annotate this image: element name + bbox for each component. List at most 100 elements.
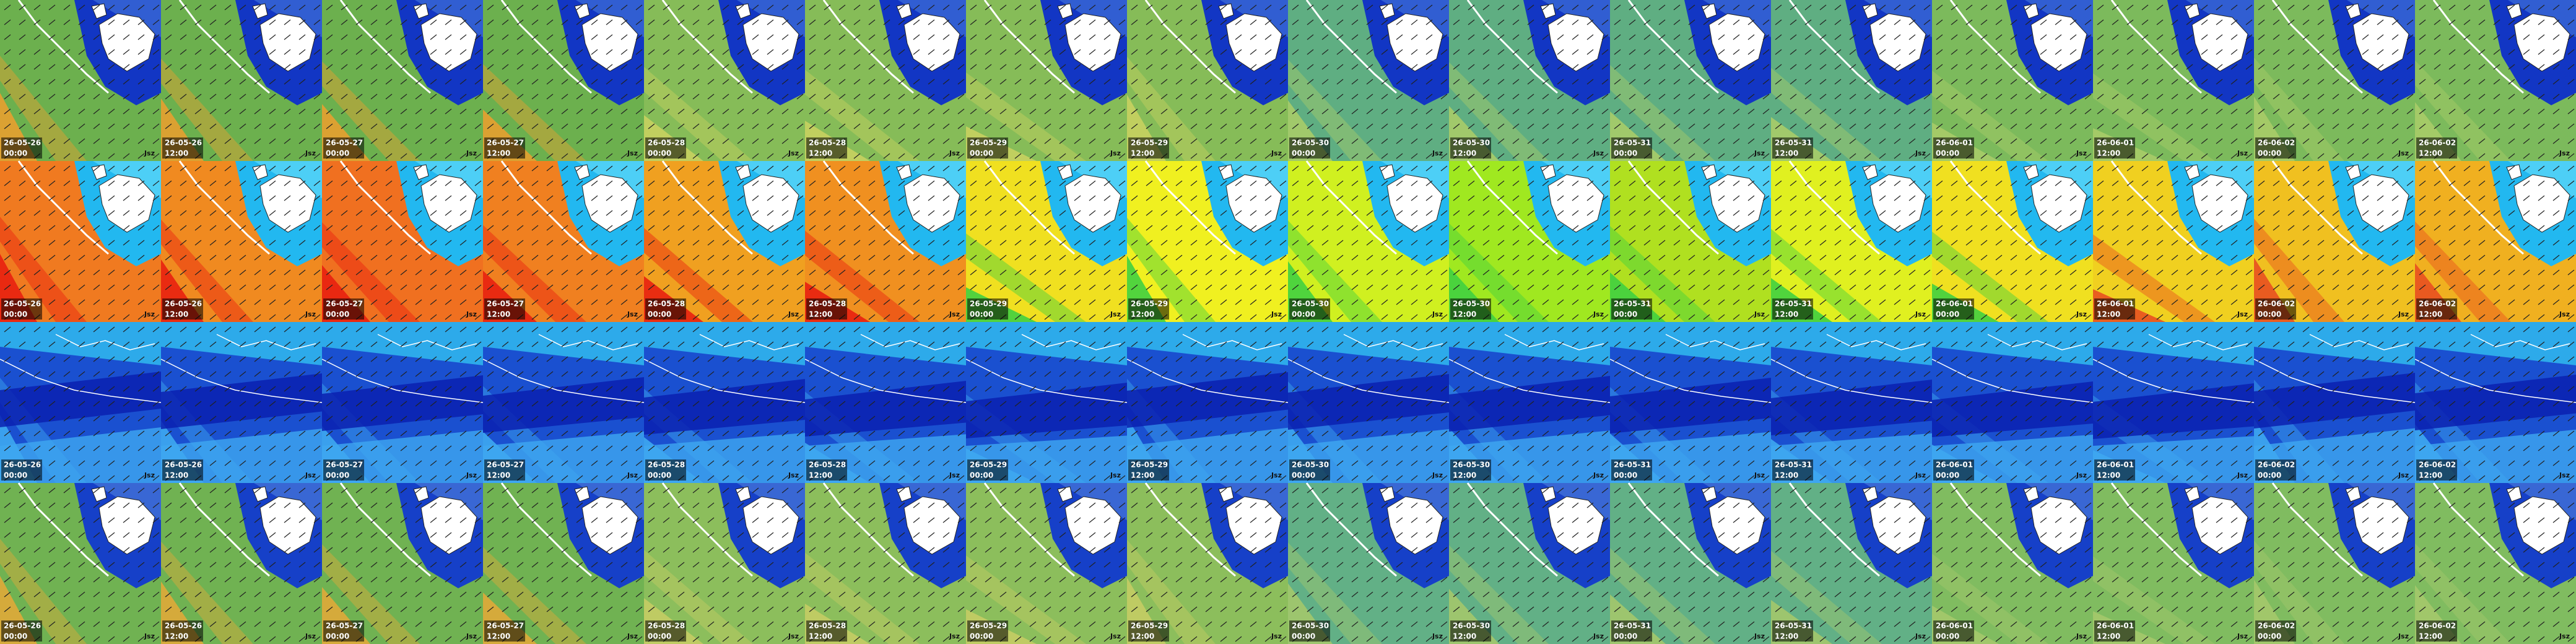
wind-arrow <box>1411 64 1418 70</box>
tile-logo: Jsz <box>2237 149 2248 157</box>
island <box>1064 174 1121 233</box>
wind-arrow <box>1235 284 1242 290</box>
wind-arrow <box>942 153 950 159</box>
wind-arrow <box>415 180 422 186</box>
wind-arrow <box>1658 34 1666 40</box>
island <box>252 164 268 180</box>
wind-arrow <box>2302 94 2310 100</box>
wind-arrow <box>883 4 890 11</box>
wind-arrow <box>1279 79 1287 85</box>
wind-arrow <box>561 255 568 261</box>
wind-arrow <box>985 195 992 201</box>
wind-arrow <box>1190 138 1198 144</box>
wind-arrow <box>985 19 992 25</box>
wind-arrow <box>2523 4 2530 11</box>
wind-arrow <box>1146 284 1153 290</box>
wind-arrow <box>767 210 774 216</box>
wind-arrow <box>853 240 861 246</box>
wind-arrow <box>123 284 130 290</box>
wind-arrow <box>677 108 685 115</box>
wind-arrow <box>137 284 145 290</box>
wind-arrow <box>692 108 700 115</box>
wind-arrow <box>2040 64 2047 70</box>
wind-arrow <box>957 210 965 216</box>
island <box>1547 13 1604 72</box>
wind-arrow <box>606 4 613 11</box>
wind-arrow <box>620 123 628 129</box>
wind-arrow <box>1411 314 1418 320</box>
wind-arrow <box>2332 94 2339 100</box>
wind-arrow <box>824 49 831 55</box>
wind-arrow <box>224 4 232 11</box>
wind-arrow <box>1103 255 1111 261</box>
wind-arrow <box>516 284 524 290</box>
wind-arrow <box>796 49 804 55</box>
wind-arrow <box>209 79 217 85</box>
wind-arrow <box>400 49 407 55</box>
wind-arrow <box>1819 153 1827 159</box>
wind-arrow <box>1220 165 1227 172</box>
island <box>1862 3 1878 19</box>
wind-arrow <box>1733 4 1740 11</box>
wind-arrow <box>853 79 861 85</box>
tile-time: 00:00 <box>1292 310 1315 319</box>
wind-arrow <box>767 284 774 290</box>
wind-arrow <box>1923 94 1931 100</box>
wind-arrow <box>137 138 145 144</box>
wind-arrow <box>48 49 56 55</box>
wind-arrow <box>1146 34 1153 40</box>
wind-arrow <box>1131 284 1138 290</box>
wind-arrow <box>254 153 261 159</box>
wind-arrow <box>165 79 172 85</box>
wind-arrow <box>1307 180 1314 186</box>
wind-arrow <box>1468 64 1475 70</box>
wind-arrow <box>957 64 965 70</box>
wind-arrow <box>1220 94 1227 100</box>
wind-arrow <box>400 153 407 159</box>
island <box>2345 3 2361 19</box>
wind-arrow <box>970 165 977 172</box>
wind-arrow <box>284 123 291 129</box>
tile-time: 00:00 <box>326 310 349 319</box>
tile-time: 00:00 <box>1292 149 1315 158</box>
wind-arrow <box>1482 34 1490 40</box>
wind-arrow <box>445 34 452 40</box>
wind-arrow <box>2493 34 2500 40</box>
wind-arrow <box>692 240 700 246</box>
wind-arrow <box>2287 34 2295 40</box>
wind-arrow <box>1572 79 1579 85</box>
wind-arrow <box>19 269 26 276</box>
wind-arrow <box>824 19 831 25</box>
wind-arrow <box>1894 64 1901 70</box>
wind-arrow <box>474 240 482 246</box>
wind-arrow <box>1381 195 1388 201</box>
wind-arrow <box>531 165 539 172</box>
wind-arrow <box>883 299 890 305</box>
field-band <box>1932 71 2048 161</box>
wind-arrow <box>1923 64 1931 70</box>
wind-arrow <box>883 225 890 231</box>
wind-arrow <box>1292 180 1299 186</box>
wind-arrow <box>194 225 202 231</box>
wind-arrow <box>2084 34 2092 40</box>
wind-arrow <box>2156 79 2164 85</box>
wind-arrow <box>239 64 246 70</box>
wind-arrow <box>1834 138 1842 144</box>
wind-arrow <box>93 19 100 25</box>
wind-arrow <box>1586 19 1594 25</box>
wind-arrow <box>1643 34 1651 40</box>
wind-arrow <box>1118 138 1126 144</box>
wind-arrow <box>737 240 744 246</box>
wind-arrow <box>1512 64 1520 70</box>
wind-arrow <box>2245 123 2253 129</box>
wind-arrow <box>487 123 494 129</box>
wind-arrow <box>1542 94 1549 100</box>
wind-arrow <box>1718 138 1725 144</box>
wind-arrow <box>999 269 1007 276</box>
wind-arrow <box>1936 49 1943 55</box>
wind-arrow <box>722 108 729 115</box>
coastline <box>822 160 914 255</box>
wind-arrow <box>459 4 467 11</box>
wind-arrow <box>2186 79 2193 85</box>
wind-arrow <box>1074 225 1081 231</box>
